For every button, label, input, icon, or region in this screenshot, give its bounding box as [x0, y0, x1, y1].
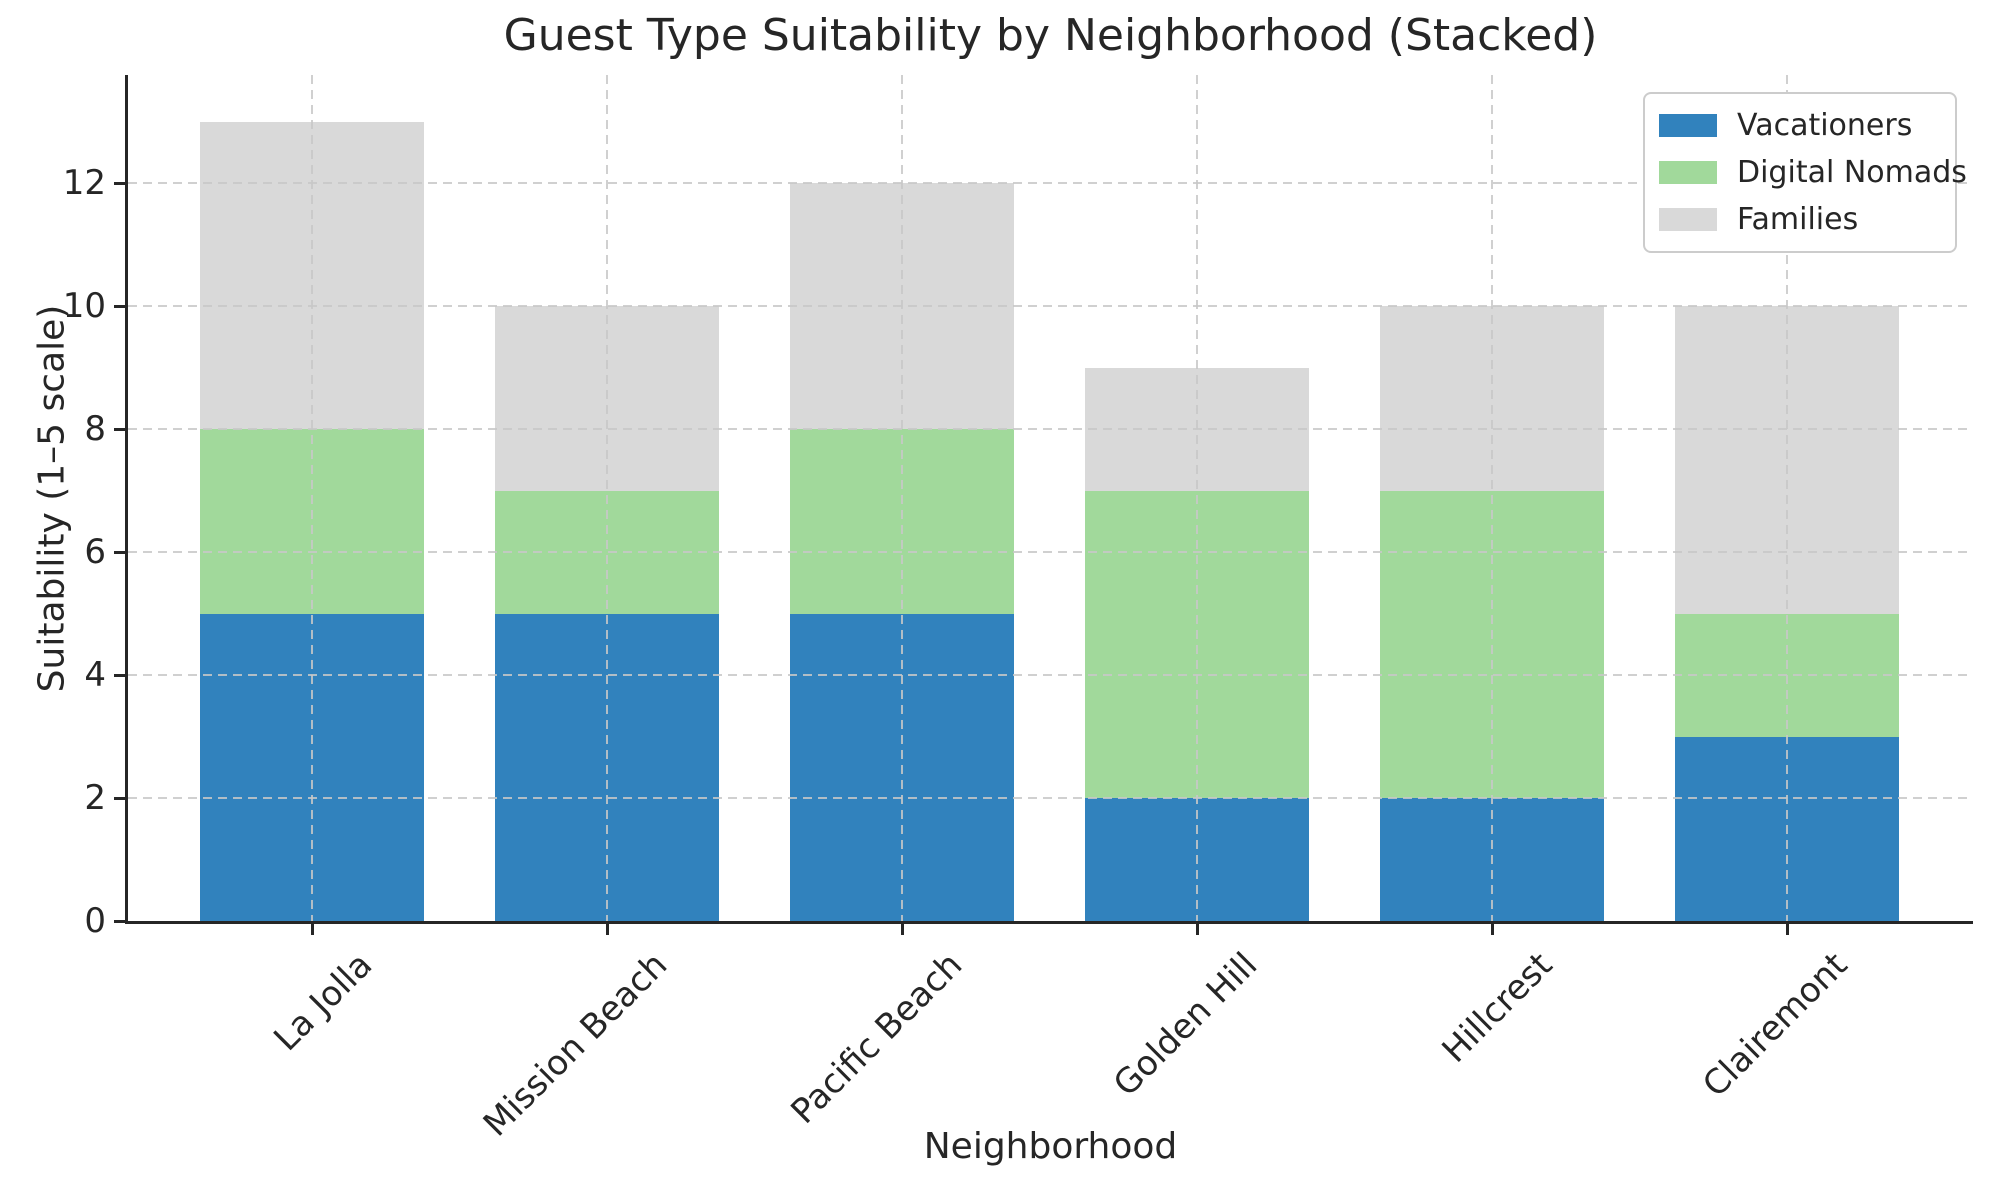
x-tick-mark [605, 924, 609, 935]
bar-segment-families [790, 183, 1014, 430]
y-tick-mark [114, 550, 125, 554]
legend-label: Digital Nomads [1737, 155, 1967, 190]
legend: Vacationers Digital Nomads Families [1643, 92, 1967, 253]
legend-item-families: Families [1659, 202, 1937, 237]
x-tick-label: Hillcrest [1434, 945, 1561, 1071]
y-tick-mark [114, 181, 125, 185]
bar-segment-digital-nomads [200, 429, 424, 614]
bar-segment-families [495, 306, 719, 491]
x-tick-label: Clairemont [1695, 945, 1856, 1106]
bar-segment-vacationers [790, 613, 1014, 921]
legend-swatch-icon [1659, 114, 1717, 137]
plot-area [128, 75, 1973, 921]
legend-label: Vacationers [1737, 108, 1913, 143]
bar-segment-digital-nomads [495, 490, 719, 614]
x-tick-mark [1195, 924, 1199, 935]
legend-item-digital-nomads: Digital Nomads [1659, 155, 1967, 190]
x-axis-label: Neighborhood [923, 1126, 1178, 1167]
bar-segment-digital-nomads [1380, 490, 1604, 799]
bar-segment-families [1380, 306, 1604, 491]
legend-item-vacationers: Vacationers [1659, 108, 1937, 143]
bar-segment-vacationers [200, 613, 424, 921]
x-tick-label: La Jolla [266, 945, 381, 1059]
y-tick-label: 2 [84, 778, 106, 819]
y-tick-mark [114, 427, 125, 431]
y-axis-label: Suitability (1–5 scale) [31, 304, 73, 692]
y-tick-label: 4 [84, 655, 106, 696]
bar-segment-digital-nomads [1675, 613, 1899, 737]
x-tick-mark [310, 924, 314, 935]
x-tick-mark [1490, 924, 1494, 935]
bar-segment-vacationers [1380, 798, 1604, 921]
bar-segment-families [1675, 306, 1899, 614]
y-tick-mark [114, 673, 125, 677]
x-tick-label: Golden Hill [1105, 945, 1266, 1105]
legend-swatch-icon [1659, 161, 1717, 184]
bar-segment-families [200, 121, 424, 430]
y-tick-label: 12 [62, 163, 106, 204]
y-tick-label: 6 [84, 532, 106, 573]
bar-segment-digital-nomads [1085, 490, 1309, 799]
legend-swatch-icon [1659, 208, 1717, 231]
y-axis-spine [125, 75, 128, 924]
bar-segment-families [1085, 367, 1309, 491]
x-tick-mark [1785, 924, 1789, 935]
chart-title: Guest Type Suitability by Neighborhood (… [503, 10, 1598, 61]
x-tick-label: Pacific Beach [783, 945, 971, 1132]
x-axis-spine [125, 921, 1973, 924]
y-tick-mark [114, 796, 125, 800]
bar-segment-digital-nomads [790, 429, 1014, 614]
x-tick-label: Mission Beach [475, 945, 676, 1145]
bar-segment-vacationers [1085, 798, 1309, 921]
bar-segment-vacationers [495, 613, 719, 921]
x-tick-mark [900, 924, 904, 935]
y-tick-label: 0 [84, 901, 106, 941]
legend-label: Families [1737, 202, 1859, 237]
y-tick-mark [114, 304, 125, 308]
y-tick-label: 10 [62, 286, 106, 327]
bar-segment-vacationers [1675, 736, 1899, 921]
y-tick-label: 8 [84, 409, 106, 450]
y-tick-mark [114, 919, 125, 923]
